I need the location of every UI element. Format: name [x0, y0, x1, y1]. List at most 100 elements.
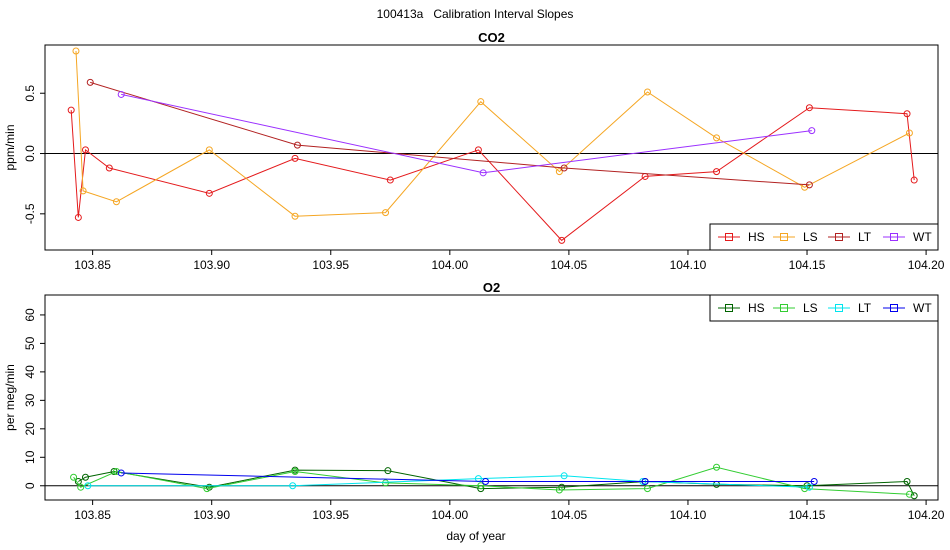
co2-series-line-hs: [70, 107, 915, 242]
o2-series-line-lt: [87, 475, 810, 488]
o2-data-point-ls: [713, 463, 721, 471]
x-axis-label: day of year: [446, 529, 505, 543]
o2-y-tick-label: 0: [23, 482, 37, 489]
co2-data-point-ls: [905, 129, 913, 137]
o2-x-tick-label: 104.00: [431, 508, 468, 522]
co2-data-point-hs: [81, 146, 89, 154]
co2-series-wt: [117, 90, 816, 177]
o2-series-line-wt: [121, 472, 815, 482]
co2-legend-entry-hs: HS: [718, 230, 765, 244]
o2-x-tick-label: 104.10: [670, 508, 707, 522]
co2-data-point-wt: [479, 169, 487, 177]
co2-data-point-hs: [105, 164, 113, 172]
co2-data-point-hs: [805, 104, 813, 112]
o2-legend-entry-lt: LT: [828, 301, 872, 315]
co2-y-tick-label: 0.0: [23, 145, 37, 162]
o2-legend-label: WT: [913, 301, 932, 315]
co2-legend-label: LS: [803, 230, 818, 244]
o2-x-tick-label: 103.90: [193, 508, 230, 522]
co2-data-point-hs: [558, 236, 566, 244]
o2-data-point-wt: [482, 477, 490, 485]
co2-x-tick-label: 104.20: [908, 258, 945, 272]
co2-data-point-ls: [291, 212, 299, 220]
o2-panel-title: O2: [483, 280, 500, 295]
co2-x-tick-label: 103.85: [74, 258, 111, 272]
o2-x-tick-label: 104.20: [908, 508, 945, 522]
o2-legend-entry-hs: HS: [718, 301, 765, 315]
o2-legend: HS LS LT WT: [709, 294, 939, 322]
co2-x-tick-label: 104.10: [670, 258, 707, 272]
o2-data-point-hs: [903, 477, 911, 485]
o2-series-lt: [84, 472, 813, 491]
o2-data-point-ls: [382, 479, 390, 487]
co2-legend-marker: [780, 233, 788, 241]
o2-y-tick-label: 10: [23, 450, 37, 464]
o2-series-ls: [70, 463, 913, 498]
co2-legend-entry-wt: WT: [883, 230, 932, 244]
co2-legend-label: WT: [913, 230, 932, 244]
co2-data-point-wt: [808, 127, 816, 135]
co2-data-point-ls: [555, 168, 563, 176]
co2-x-tick-label: 103.95: [312, 258, 349, 272]
co2-legend-entry-lt: LT: [828, 230, 872, 244]
co2-data-point-wt: [117, 90, 125, 98]
co2-legend-entry-ls: LS: [773, 230, 818, 244]
co2-data-point-hs: [67, 106, 75, 114]
co2-data-point-hs: [903, 110, 911, 118]
o2-data-point-lt: [805, 483, 813, 491]
o2-data-point-hs: [384, 467, 392, 475]
o2-y-tick-label: 60: [23, 308, 37, 322]
co2-data-point-hs: [205, 189, 213, 197]
co2-y-tick-label: 0.5: [23, 85, 37, 102]
o2-y-tick-label: 50: [23, 336, 37, 350]
co2-data-point-ls: [477, 98, 485, 106]
figure-title: 100413a Calibration Interval Slopes: [0, 7, 950, 21]
co2-x-tick-label: 103.90: [193, 258, 230, 272]
o2-data-point-ls: [643, 485, 651, 493]
co2-y-tick-label: -0.5: [23, 203, 37, 224]
co2-panel: CO2 103.85 103.90 103.95 104.00 104.05 104.10 1…: [3, 30, 945, 272]
co2-data-point-hs: [713, 168, 721, 176]
o2-x-tick-label: 103.95: [312, 508, 349, 522]
co2-series-line-lt: [90, 81, 810, 186]
o2-x-tick-label: 104.05: [551, 508, 588, 522]
o2-data-point-hs: [910, 492, 918, 500]
co2-legend: HS LS LT WT: [709, 223, 939, 251]
co2-series-lt: [86, 78, 813, 189]
run-id: 100413a: [376, 7, 424, 21]
co2-legend-marker: [725, 233, 733, 241]
o2-legend-marker: [725, 304, 733, 312]
o2-series-hs: [74, 466, 918, 500]
co2-legend-label: HS: [748, 230, 765, 244]
o2-legend-marker: [780, 304, 788, 312]
o2-legend-marker: [835, 304, 843, 312]
o2-y-tick-label: 40: [23, 365, 37, 379]
o2-legend-label: LS: [803, 301, 818, 315]
co2-data-point-hs: [910, 176, 918, 184]
o2-data-point-ls: [801, 485, 809, 493]
co2-data-point-lt: [560, 164, 568, 172]
o2-data-point-wt: [641, 477, 649, 485]
figure-title-text: Calibration Interval Slopes: [433, 7, 574, 21]
co2-data-point-hs: [74, 213, 82, 221]
o2-data-point-ls: [112, 468, 120, 476]
co2-x-tick-label: 104.05: [551, 258, 588, 272]
co2-data-point-lt: [805, 181, 813, 189]
o2-data-point-ls: [555, 486, 563, 494]
co2-data-point-hs: [291, 154, 299, 162]
co2-data-point-hs: [474, 146, 482, 154]
o2-data-point-ls: [477, 482, 485, 490]
o2-x-tick-label: 104.15: [789, 508, 826, 522]
o2-x-tick-label: 103.85: [74, 508, 111, 522]
o2-legend-entry-wt: WT: [883, 301, 932, 315]
o2-plot-frame: [44, 294, 939, 501]
o2-legend-marker: [890, 304, 898, 312]
o2-data-point-ls: [77, 483, 85, 491]
o2-data-point-wt: [117, 469, 125, 477]
o2-data-point-ls: [70, 473, 78, 481]
co2-data-point-ls: [643, 88, 651, 96]
co2-x-tick-label: 104.00: [431, 258, 468, 272]
co2-data-point-lt: [86, 78, 94, 86]
co2-series-hs: [67, 104, 918, 244]
